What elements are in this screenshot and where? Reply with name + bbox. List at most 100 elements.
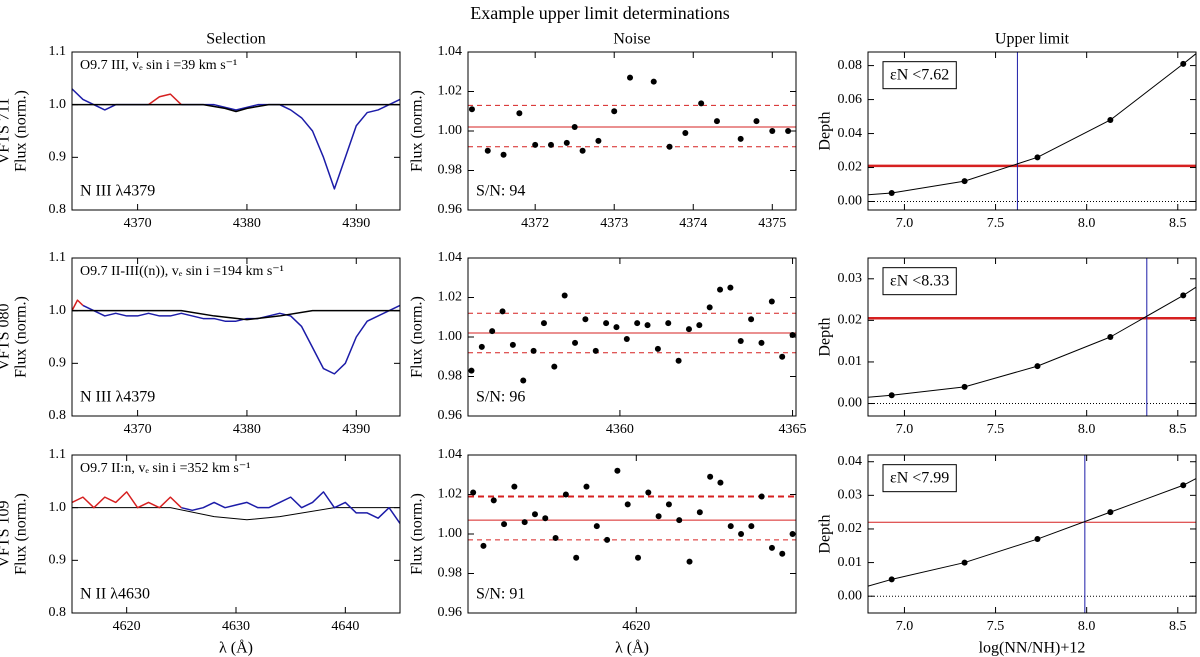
data-point [573, 554, 580, 561]
x-tick-label: 4390 [342, 422, 370, 437]
data-point [961, 178, 968, 185]
data-point [1107, 509, 1114, 516]
data-point [961, 559, 968, 566]
x-tick-label: 4365 [779, 422, 807, 437]
data-point [748, 523, 755, 530]
y-tick-label: 0.8 [49, 605, 67, 620]
data-point [738, 531, 745, 537]
x-tick-label: 8.0 [1078, 619, 1096, 634]
panel: Depth 0.00 0.01 0.02 0.03 7.0 7.5 8.0 8.5 εN <8.3… [817, 257, 1197, 437]
x-tick-label: 8.0 [1078, 422, 1096, 437]
x-tick-label: 7.5 [987, 422, 1005, 437]
y-tick-label: 0.08 [838, 58, 863, 73]
plot-frame [867, 257, 1197, 417]
data-point [490, 497, 497, 504]
data-point [753, 118, 760, 125]
annotation: S/N: 91 [476, 586, 525, 603]
y-tick-label: 0.8 [49, 202, 67, 217]
data-point [713, 118, 720, 125]
y-tick-label: 0.8 [49, 408, 67, 423]
data-point [509, 341, 516, 348]
y-tick-label: 1.04 [438, 250, 463, 265]
y-tick-label: 0.9 [49, 553, 67, 568]
y-axis-label: Flux (norm.) [13, 296, 30, 378]
data-point [1180, 60, 1187, 67]
figure-title: Example upper limit determinations [470, 3, 729, 23]
data-point [480, 542, 487, 549]
panel: Depth log(NN/NH)+12 0.00 0.01 0.02 0.03 0.04 7.… [817, 454, 1197, 657]
data-point [769, 128, 776, 134]
data-point [499, 308, 506, 315]
panel: Flux (norm.) 0.96 0.98 1.00 1.02 1.04 4360 4365… [409, 250, 807, 437]
data-point [516, 110, 523, 117]
y-tick-label: 1.00 [438, 329, 463, 344]
data-point [727, 284, 734, 291]
data-point [698, 100, 705, 107]
y-tick-label: 0.00 [838, 396, 863, 411]
data-point [1107, 334, 1114, 340]
data-point [623, 335, 630, 342]
data-point [676, 517, 683, 524]
data-point [501, 521, 508, 528]
x-tick-label: 4390 [342, 216, 370, 231]
panel: Upper limit Depth 0.00 0.02 0.04 0.06 0.08 7.0 7… [817, 31, 1197, 231]
y-tick-label: 1.1 [49, 447, 67, 462]
data-point [531, 511, 538, 518]
y-tick-label: 1.04 [438, 44, 463, 59]
data-point [779, 550, 786, 557]
series-line [148, 93, 182, 106]
plot-area [868, 455, 1196, 613]
x-tick-label: 4370 [124, 422, 152, 437]
data-point [592, 347, 599, 354]
y-tick-label: 1.1 [49, 44, 67, 59]
data-point [604, 536, 611, 543]
data-point [521, 519, 528, 526]
data-point [696, 322, 703, 329]
data-point [547, 141, 554, 148]
x-tick-label: 7.0 [896, 619, 914, 634]
data-point [727, 523, 734, 530]
annotation: N III λ4379 [80, 183, 155, 200]
plot-area [868, 52, 1196, 210]
y-axis-label: Flux (norm.) [13, 90, 30, 172]
y-tick-label: 0.96 [438, 605, 463, 620]
data-point [627, 74, 634, 81]
data-point [542, 515, 549, 522]
data-point [1034, 363, 1041, 370]
y-tick-label: 0.04 [838, 126, 863, 141]
x-tick-label: 4373 [600, 216, 628, 231]
data-point [685, 326, 692, 333]
y-axis-label: Depth [817, 514, 834, 553]
data-point [758, 493, 765, 500]
data-point [572, 339, 579, 346]
row-label: VFTS 109 [0, 500, 13, 567]
data-point [540, 320, 547, 327]
y-tick-label: 1.0 [49, 500, 67, 515]
data-point [1107, 116, 1114, 123]
x-tick-label: 4380 [233, 216, 261, 231]
x-tick-label: 4640 [331, 619, 359, 634]
panel: Flux (norm.)VFTS 080 0.8 0.9 1.0 1.1 4370 4380… [0, 250, 401, 437]
y-tick-label: 1.02 [438, 84, 463, 99]
x-tick-label: 4630 [222, 619, 250, 634]
annotation: S/N: 94 [476, 183, 525, 200]
panel: Selection Flux (norm.)VFTS 711 0.8 0.9 1.0 1.… [0, 31, 401, 231]
data-point [888, 576, 895, 583]
data-point [603, 320, 610, 327]
data-point [768, 298, 775, 305]
x-tick-label: 4620 [622, 619, 650, 634]
y-tick-label: 0.96 [438, 408, 463, 423]
annotation: O9.7 III, vₑ sin i =39 km s⁻¹ [80, 58, 237, 73]
data-point [737, 337, 744, 344]
data-point [582, 316, 589, 323]
data-point [665, 501, 672, 508]
x-tick-label: 8.0 [1078, 216, 1096, 231]
panel: Noise Flux (norm.) 0.96 0.98 1.00 1.02 1.04 437… [409, 31, 797, 231]
annotation-box [882, 267, 957, 296]
series-line [72, 103, 400, 113]
plot-area [868, 258, 1196, 416]
data-point [530, 347, 537, 354]
series-line [72, 88, 400, 190]
series-line [72, 309, 400, 321]
